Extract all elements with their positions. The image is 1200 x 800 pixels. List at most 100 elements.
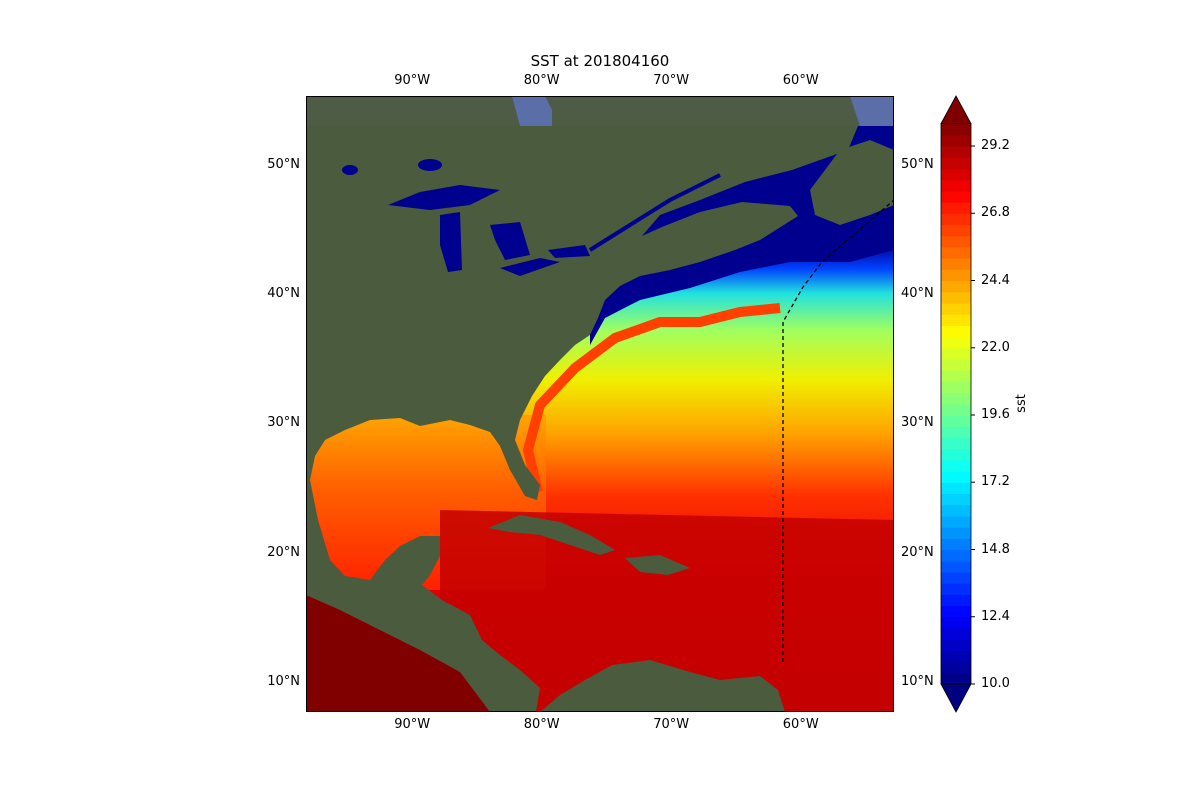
boundary-dashed-line xyxy=(782,199,894,662)
colorbar-tick-label: 17.2 xyxy=(981,474,1010,490)
newfoundland-land xyxy=(810,140,894,225)
lon-tick-label-top: 60°W xyxy=(782,73,819,88)
colorbar-level xyxy=(941,314,971,326)
colorbar-label: sst xyxy=(1013,394,1029,413)
colorbar-level xyxy=(941,616,971,629)
colorbar-level xyxy=(941,246,971,259)
colorbar-level xyxy=(941,347,971,360)
northern-satellite-strip xyxy=(306,96,894,126)
lake-huron xyxy=(490,222,530,260)
colorbar-level xyxy=(941,415,971,427)
colorbar-level xyxy=(941,213,971,226)
lon-tick-label-bottom: 80°W xyxy=(523,717,560,732)
labrador-sea xyxy=(850,96,894,126)
colorbar-level xyxy=(941,504,971,517)
colorbar-level xyxy=(941,437,971,450)
lake xyxy=(418,159,442,171)
hispaniola-land xyxy=(625,555,690,575)
lat-tick-label-left: 50°N xyxy=(267,156,300,172)
lat-tick-label-right: 10°N xyxy=(901,674,934,690)
colorbar-level xyxy=(941,291,971,304)
colorbar-level xyxy=(941,336,971,349)
colorbar-level xyxy=(941,269,971,282)
colorbar-level xyxy=(941,392,971,405)
gulf-stream xyxy=(523,303,781,494)
lake-ontario xyxy=(548,245,590,258)
colorbar-level xyxy=(941,661,971,674)
colorbar-level xyxy=(941,157,971,170)
colorbar-level xyxy=(941,482,971,495)
colorbar-level xyxy=(941,168,971,181)
colorbar-level xyxy=(941,471,971,483)
colorbar-tick-label: 12.4 xyxy=(981,608,1010,624)
colorbar-level xyxy=(941,235,971,248)
colorbar-tick-label: 29.2 xyxy=(981,138,1010,154)
colorbar-level xyxy=(941,370,971,382)
lon-tick-label-top: 90°W xyxy=(394,73,431,88)
colorbar-level xyxy=(941,426,971,439)
colorbar-level xyxy=(941,448,971,461)
lon-tick-label-bottom: 90°W xyxy=(394,717,431,732)
colorbar-level xyxy=(941,134,971,147)
colorbar-level xyxy=(941,583,971,595)
map-title: SST at 201804160 xyxy=(530,52,670,70)
pacific-sst xyxy=(306,595,490,712)
colorbar-tick-label: 19.6 xyxy=(981,407,1010,422)
colorbar-level xyxy=(941,672,971,685)
lake-michigan xyxy=(440,212,462,272)
colorbar-level xyxy=(941,403,971,416)
south-america-land xyxy=(540,660,785,712)
lat-tick-label-left: 40°N xyxy=(267,286,300,301)
colorbar-level xyxy=(941,627,971,640)
lon-tick-label-top: 70°W xyxy=(653,73,690,88)
lat-tick-label-left: 30°N xyxy=(267,415,300,431)
lon-tick-label-bottom: 60°W xyxy=(782,717,819,732)
colorbar xyxy=(940,95,975,713)
lake xyxy=(342,165,358,175)
colorbar-level xyxy=(941,650,971,663)
colorbar-level xyxy=(941,571,971,584)
colorbar-level xyxy=(941,549,971,562)
colorbar-level xyxy=(941,202,971,214)
colorbar-outline xyxy=(940,123,972,685)
colorbar-level xyxy=(941,123,971,136)
lake-erie xyxy=(500,258,560,276)
colorbar-level xyxy=(941,280,971,293)
colorbar-level xyxy=(941,358,971,371)
colorbar-tick-label: 22.0 xyxy=(981,339,1010,355)
map-area xyxy=(306,96,894,712)
colorbar-level xyxy=(941,493,971,506)
caribbean-sst xyxy=(440,510,894,712)
colorbar-level xyxy=(941,527,971,539)
colorbar-level xyxy=(941,605,971,618)
cuba-land xyxy=(488,515,615,555)
colorbar-level xyxy=(941,146,971,158)
colorbar-level xyxy=(941,179,971,192)
colorbar-level xyxy=(941,302,971,315)
colorbar-level xyxy=(941,224,971,237)
colorbar-level xyxy=(941,459,971,472)
hudson-bay xyxy=(512,96,552,126)
colorbar-level xyxy=(941,560,971,573)
colorbar-level xyxy=(941,190,971,203)
colorbar-extend-max xyxy=(940,95,972,124)
lat-tick-label-right: 20°N xyxy=(901,544,934,560)
colorbar-level xyxy=(941,381,971,394)
colorbar-level xyxy=(941,515,971,528)
lat-tick-label-left: 10°N xyxy=(267,674,300,690)
great-lakes xyxy=(342,159,721,276)
colorbar-level xyxy=(941,594,971,607)
lon-tick-label-bottom: 70°W xyxy=(653,717,690,732)
colorbar-extend-min xyxy=(940,683,972,713)
lat-tick-label-right: 50°N xyxy=(901,156,934,172)
lat-tick-label-left: 20°N xyxy=(267,544,300,560)
colorbar-tick-label: 24.4 xyxy=(981,272,1010,288)
map-frame xyxy=(306,96,894,712)
lake-superior xyxy=(388,185,500,210)
colorbar-tick-label: 14.8 xyxy=(981,541,1010,557)
colorbar-level xyxy=(941,258,971,270)
lat-tick-label-right: 30°N xyxy=(901,415,934,431)
colorbar-level xyxy=(941,325,971,338)
